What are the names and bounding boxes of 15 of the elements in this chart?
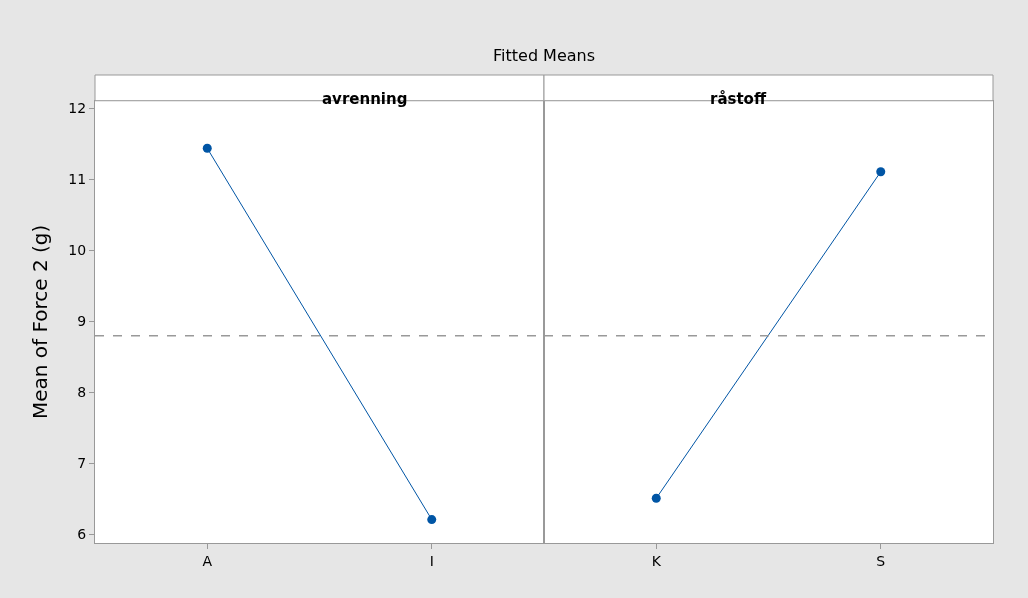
y-tick-label: 11 bbox=[68, 171, 87, 188]
x-tick-label: A bbox=[202, 552, 213, 569]
y-tick-label: 8 bbox=[77, 384, 87, 401]
y-tick-label: 9 bbox=[77, 313, 87, 330]
x-tick-label: I bbox=[429, 552, 434, 569]
y-tick-label: 12 bbox=[68, 100, 87, 117]
x-tick-label: S bbox=[876, 552, 886, 569]
y-tick-label: 6 bbox=[77, 526, 87, 543]
y-tick-label: 7 bbox=[77, 455, 87, 472]
y-axis-title: Mean of Force 2 (g) bbox=[27, 224, 52, 420]
chart-title: råstoff bbox=[710, 90, 767, 108]
chart-title: avrenning bbox=[322, 90, 408, 108]
text: Fitted Means bbox=[493, 46, 596, 65]
x-tick-label: K bbox=[651, 552, 662, 569]
y-tick-label: 10 bbox=[68, 242, 87, 259]
